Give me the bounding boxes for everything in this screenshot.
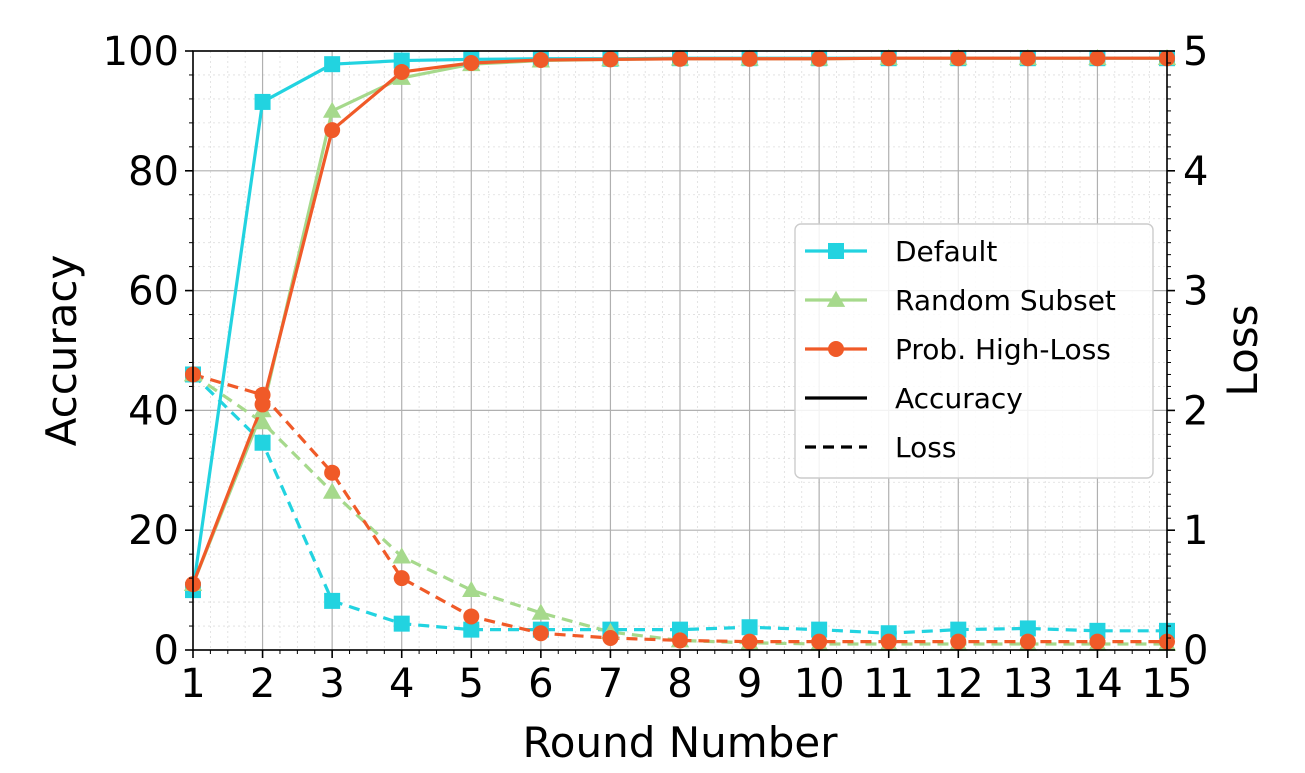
x-axis-label: Round Number — [523, 718, 839, 767]
x-tick-label: 11 — [863, 661, 914, 707]
y2-tick-label: 5 — [1183, 29, 1208, 75]
data-point-random-subset-loss — [462, 580, 481, 597]
data-point-default-accuracy — [324, 56, 341, 73]
legend-marker — [828, 341, 844, 357]
x-tick-label: 3 — [319, 661, 344, 707]
data-point-prob-high-loss-loss — [602, 630, 619, 647]
y-tick-label: 60 — [128, 269, 179, 315]
legend: Default Random Subset Prob. High-Loss Accur… — [794, 223, 1154, 479]
series-line-prob-high-loss-loss — [192, 372, 1167, 644]
data-point-default-loss — [463, 621, 480, 638]
legend-label: Default — [895, 235, 997, 268]
data-point-prob-high-loss-loss — [324, 464, 341, 481]
legend-label: Loss — [895, 431, 956, 464]
data-point-prob-high-loss-accuracy — [463, 54, 480, 71]
y-axis-label: Accuracy — [37, 255, 86, 447]
data-point-prob-high-loss-loss — [880, 633, 897, 650]
data-point-default-loss — [1019, 620, 1036, 637]
data-point-prob-high-loss-loss — [532, 625, 549, 642]
x-tick-label: 2 — [250, 661, 275, 707]
data-point-prob-high-loss-loss — [393, 570, 410, 587]
y-tick-label: 20 — [128, 508, 179, 554]
y2-tick-label: 3 — [1183, 269, 1208, 315]
data-point-random-subset-accuracy — [322, 101, 342, 118]
y-tick-label: 80 — [128, 149, 179, 195]
data-point-random-subset-loss — [392, 547, 411, 564]
data-point-default-loss — [254, 434, 271, 451]
x-tick-label: 7 — [598, 661, 623, 707]
x-tick-label: 1 — [180, 661, 205, 707]
data-point-random-subset-loss — [531, 603, 551, 620]
data-point-prob-high-loss-accuracy — [393, 63, 410, 80]
data-point-random-subset-loss — [322, 482, 342, 499]
data-point-default-loss — [393, 615, 410, 632]
data-point-prob-high-loss-accuracy — [324, 122, 341, 139]
x-tick-label: 13 — [1002, 661, 1053, 707]
y2-tick-label: 4 — [1183, 149, 1208, 195]
y2-tick-label: 0 — [1183, 628, 1208, 674]
x-tick-label: 10 — [794, 661, 845, 707]
data-point-default-loss — [811, 621, 828, 638]
data-point-prob-high-loss-accuracy — [880, 50, 897, 67]
y-tick-label: 40 — [128, 388, 179, 434]
data-point-random-subset-loss — [253, 413, 272, 430]
data-point-prob-high-loss-loss — [811, 633, 828, 650]
legend-box — [794, 223, 1154, 479]
data-point-default-loss — [324, 592, 341, 609]
data-point-prob-high-loss-loss — [463, 608, 480, 625]
data-point-prob-high-loss-accuracy — [950, 50, 967, 67]
x-tick-label: 9 — [737, 661, 762, 707]
y2-tick-label: 2 — [1183, 388, 1208, 434]
legend-marker — [826, 290, 846, 307]
legend-marker — [828, 243, 844, 259]
x-tick-label: 14 — [1072, 661, 1123, 707]
legend-label: Accuracy — [895, 382, 1023, 415]
y-tick-label: 0 — [154, 628, 179, 674]
data-point-prob-high-loss-accuracy — [1019, 50, 1036, 67]
data-point-prob-high-loss-accuracy — [672, 50, 688, 67]
data-point-prob-high-loss-accuracy — [602, 51, 619, 68]
data-point-default-loss — [950, 621, 967, 638]
data-point-prob-high-loss-loss — [1089, 633, 1106, 650]
data-point-default-accuracy — [254, 93, 271, 110]
data-point-prob-high-loss-loss — [1019, 633, 1036, 650]
data-point-prob-high-loss-accuracy — [1089, 50, 1106, 67]
x-tick-label: 4 — [389, 661, 414, 707]
legend-label: Random Subset — [895, 284, 1116, 317]
y-tick-label: 100 — [103, 29, 179, 75]
data-point-prob-high-loss-accuracy — [741, 50, 758, 67]
legend-label: Prob. High-Loss — [895, 333, 1111, 366]
data-point-prob-high-loss-accuracy — [532, 51, 549, 68]
x-tick-label: 15 — [1142, 661, 1193, 707]
data-point-prob-high-loss-accuracy — [254, 396, 271, 413]
x-tick-label: 8 — [667, 661, 692, 707]
x-tick-label: 5 — [459, 661, 484, 707]
x-tick-label: 12 — [933, 661, 984, 707]
data-point-prob-high-loss-accuracy — [811, 50, 828, 67]
data-point-prob-high-loss-loss — [672, 632, 688, 649]
y2-tick-label: 1 — [1183, 508, 1208, 554]
data-point-default-accuracy — [393, 52, 410, 69]
y2-axis-label: Loss — [1218, 304, 1267, 396]
data-point-default-loss — [741, 619, 758, 636]
data-point-prob-high-loss-loss — [741, 633, 758, 650]
x-tick-label: 6 — [528, 661, 553, 707]
data-point-prob-high-loss-loss — [950, 633, 967, 650]
